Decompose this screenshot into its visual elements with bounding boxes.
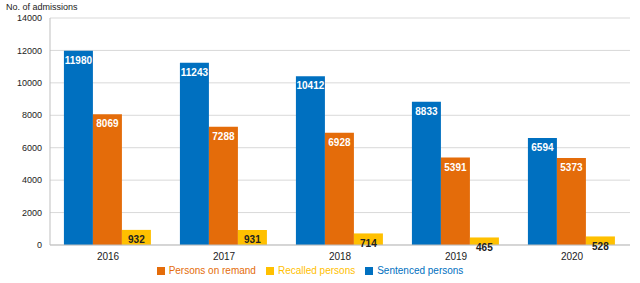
svg-text:12000: 12000 [17,46,42,56]
svg-text:14000: 14000 [17,13,42,23]
svg-text:8000: 8000 [22,110,42,120]
html-text:Sentenced persons: Sentenced persons [377,265,464,276]
svg-text:8833: 8833 [415,106,438,117]
svg-text:11980: 11980 [65,55,93,66]
svg-text:2017: 2017 [213,251,236,262]
svg-text:465: 465 [476,242,493,253]
svg-text:11243: 11243 [181,67,209,78]
svg-text:931: 931 [244,234,261,245]
svg-text:4000: 4000 [22,175,42,185]
html-text:No. of admissions: No. of admissions [6,2,78,12]
svg-text:528: 528 [592,241,609,252]
svg-text:2000: 2000 [22,208,42,218]
svg-text:2016: 2016 [97,251,120,262]
svg-text:7288: 7288 [212,131,235,142]
svg-text:932: 932 [128,234,145,245]
svg-text:5391: 5391 [444,162,467,173]
svg-text:6594: 6594 [531,142,554,153]
svg-text:2018: 2018 [329,251,352,262]
svg-text:5373: 5373 [560,162,583,173]
html-text:Persons on remand: Persons on remand [168,265,256,276]
svg-text:8069: 8069 [96,118,119,129]
svg-text:6928: 6928 [328,137,351,148]
svg-text:2020: 2020 [561,251,584,262]
svg-text:10412: 10412 [297,80,325,91]
svg-text:2019: 2019 [445,251,468,262]
svg-text:0: 0 [37,240,42,250]
svg-text:714: 714 [360,238,377,249]
svg-text:6000: 6000 [22,143,42,153]
svg-text:10000: 10000 [17,78,42,88]
html-text:Recalled persons: Recalled persons [277,265,356,276]
